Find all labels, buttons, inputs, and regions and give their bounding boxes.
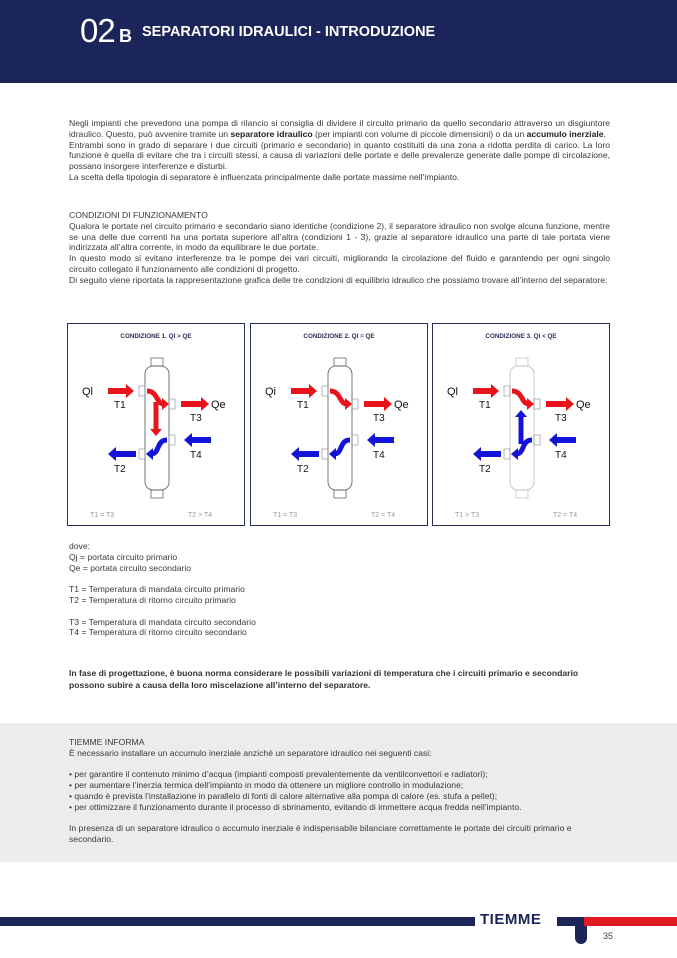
t2-label: T2: [479, 464, 491, 475]
chapter-letter: B: [119, 26, 132, 46]
primary-flow-in-arrow: [108, 384, 134, 398]
t1-label: T1: [297, 400, 309, 411]
info-bullet: • per garantire il contenuto minimo d’ac…: [69, 769, 488, 780]
secondary-temp-relation: T2 = T4: [553, 512, 577, 519]
legend-t3: T3 = Temperatura di mandata circuito sec…: [69, 616, 256, 627]
chapter-number: 02: [80, 12, 116, 49]
secondary-return-arrow: [549, 433, 576, 447]
separator-tank: [321, 357, 359, 499]
primary-flow-in-arrow: [473, 384, 499, 398]
conditions-paragraph-3: Di seguito viene riportata la rappresent…: [69, 274, 608, 285]
info-box: TIEMME INFORMA È necessario installare u…: [0, 723, 677, 862]
conditions-paragraph-2: In questo modo si evitano interferenze t…: [69, 253, 610, 274]
info-bullet: • per aumentare l’inerzia termica dell’i…: [69, 780, 464, 791]
secondary-temp-relation: T2 > T4: [188, 512, 212, 519]
secondary-flow-out-arrow: [364, 397, 392, 411]
conditions-heading: CONDIZIONI DI FUNZIONAMENTO: [69, 210, 208, 220]
intro-paragraph-3: La scelta della tipologia di separatore …: [69, 171, 460, 182]
legend-qe: Qe = portata circuito secondario: [69, 562, 192, 573]
info-bullet: • quando è prevista l’installazione in p…: [69, 790, 498, 801]
bypass-flow-up-arrow: [515, 410, 527, 444]
primary-temp-relation: T1 > T3: [455, 512, 479, 519]
header-banner: 02 B SEPARATORI IDRAULICI - INTRODUZIONE: [0, 0, 677, 83]
footer-bar-red: [584, 917, 677, 926]
condition-panel-3: CONDIZIONE 3. QI < QE Ql Qe T1 T3 T4 T2 …: [432, 323, 610, 526]
legend: dove: Qj = portata circuito primario Qe …: [69, 541, 256, 638]
condition-title: CONDIZIONE 1. QI > QE: [120, 333, 191, 340]
legend-qi: Qj = portata circuito primario: [69, 551, 178, 562]
t2-label: T2: [114, 464, 126, 475]
info-heading: TIEMME INFORMA: [69, 737, 145, 747]
intro-text: Negli impianti che prevedono una pompa d…: [69, 118, 610, 183]
design-note: In fase di progettazione, è buona norma …: [69, 668, 579, 690]
page-title: SEPARATORI IDRAULICI - INTRODUZIONE: [142, 24, 436, 40]
t4-label: T4: [190, 450, 202, 461]
qi-label: Ql: [82, 386, 93, 398]
primary-return-arrow: [108, 447, 136, 461]
footer-bar: [557, 917, 577, 926]
conditions-text: CONDIZIONI DI FUNZIONAMENTO Qualora le p…: [69, 210, 610, 286]
info-closing: In presenza di un separatore idraulico o…: [69, 823, 572, 845]
condition-panel-2: CONDIZIONE 2. QI = QE Qi Qe T1 T3 T4 T2 …: [250, 323, 428, 526]
secondary-temp-relation: T2 = T4: [371, 512, 395, 519]
info-intro: È necessario installare un accumulo iner…: [69, 747, 432, 758]
primary-temp-relation: T1 = T3: [273, 512, 297, 519]
qe-label: Qe: [211, 399, 226, 411]
primary-return-arrow: [291, 447, 319, 461]
intro-paragraph-1: Negli impianti che prevedono una pompa d…: [69, 118, 610, 139]
legend-t1: T1 = Temperatura di mandata circuito pri…: [69, 584, 245, 595]
condition-title: CONDIZIONE 3. QI < QE: [485, 333, 556, 340]
qi-label: Ql: [447, 386, 458, 398]
primary-temp-relation: T1 = T3: [90, 512, 114, 519]
secondary-return-arrow: [367, 433, 394, 447]
condition-title: CONDIZIONE 2. QI = QE: [303, 333, 374, 340]
page-number: 35: [603, 931, 614, 941]
tiemme-logo: TIEMME: [480, 911, 542, 928]
footer-bar: [0, 917, 475, 926]
conditions-paragraph-1: Qualora le portate nel circuito primario…: [69, 220, 610, 253]
legend-intro: dove:: [69, 541, 91, 551]
qi-label: Qi: [265, 386, 276, 398]
t4-label: T4: [555, 450, 567, 461]
primary-return-arrow: [473, 447, 501, 461]
t1-label: T1: [114, 400, 126, 411]
intro-paragraph-2: Entrambi sono in grado di separare i due…: [69, 139, 610, 172]
bypass-flow-down-arrow: [150, 402, 162, 436]
t3-label: T3: [190, 413, 202, 424]
primary-flow-in-arrow: [291, 384, 317, 398]
secondary-flow-out-arrow: [546, 397, 574, 411]
t2-label: T2: [297, 464, 309, 475]
t1-label: T1: [479, 400, 491, 411]
t3-label: T3: [555, 413, 567, 424]
legend-t2: T2 = Temperatura di ritorno circuito pri…: [69, 594, 236, 605]
secondary-return-arrow: [184, 433, 211, 447]
qe-label: Qe: [576, 399, 591, 411]
legend-t4: T4 = Temperatura di ritorno circuito sec…: [69, 627, 247, 638]
qe-label: Qe: [394, 399, 409, 411]
condition-panel-1: CONDIZIONE 1. QI > QE Ql Qe T1 T3 T4 T2 …: [67, 323, 245, 526]
info-bullet: • per ottimizzare il funzionamento duran…: [69, 801, 522, 812]
secondary-flow-out-arrow: [181, 397, 209, 411]
t4-label: T4: [373, 450, 385, 461]
t3-label: T3: [373, 413, 385, 424]
